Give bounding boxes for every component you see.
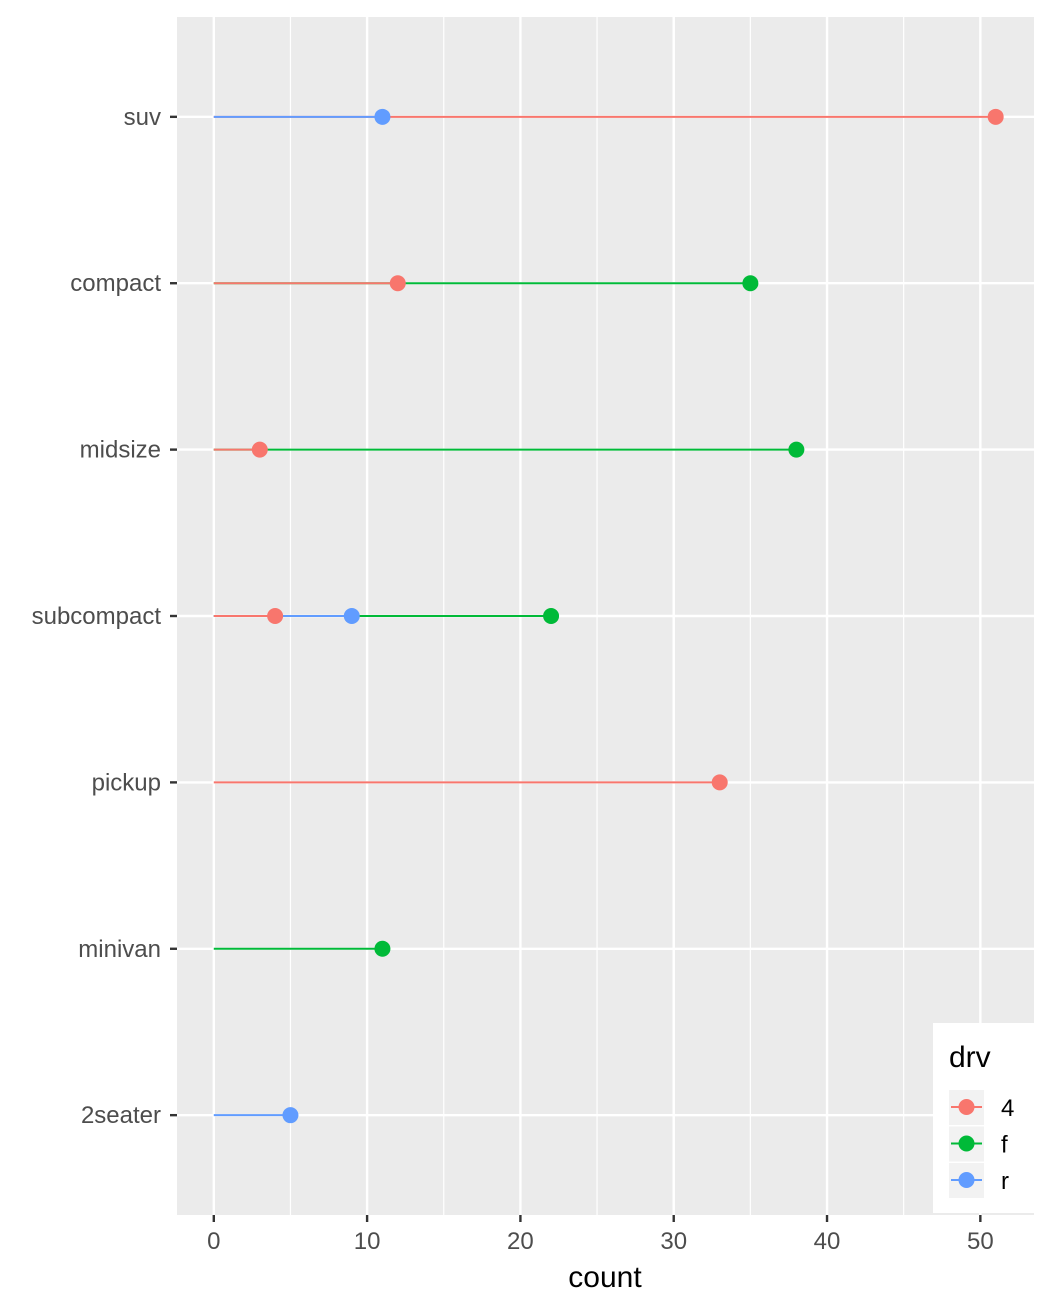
x-tick-label: 10 [354,1228,381,1255]
legend-label-f: f [1001,1132,1008,1159]
point-compact-f [742,275,759,292]
point-minivan-f [374,940,391,957]
x-tick-label: 50 [967,1228,994,1255]
lollipop-stems [213,115,996,1117]
axis-ticks [170,115,982,1222]
legend: drv 4 fr [933,1023,1034,1213]
point-midsize-4 [251,441,268,458]
point-suv-4 [987,108,1004,125]
x-tick-label: 20 [507,1228,534,1255]
x-tick-label: 40 [814,1228,841,1255]
point-suv-r [374,108,391,125]
x-tick-label: 0 [207,1228,220,1255]
legend-key-point [958,1172,975,1188]
legend-key-point [958,1099,975,1115]
point-subcompact-4 [267,608,284,624]
point-compact-4 [389,275,406,292]
legend-title: drv [949,1041,991,1074]
point-midsize-f [788,441,805,458]
y-tick-label-suv: suv [124,104,161,131]
point-subcompact-f [543,608,560,624]
y-axis-tick-labels: suv compact midsize subcompact pickup minivan… [32,104,162,1129]
legend-keys: 4 fr [949,1090,1014,1198]
y-tick-label-subcompact: subcompact [32,603,162,630]
point-2seater-r [282,1107,299,1124]
y-tick-label-compact: compact [70,270,161,297]
x-axis-tick-labels: 0 10 20 30 40 50 [207,1228,994,1255]
lollipop-points [251,108,1004,1124]
legend-label-r: r [1001,1168,1009,1195]
y-tick-label-midsize: midsize [80,437,161,464]
legend-key-point [958,1135,975,1152]
point-subcompact-r [343,608,360,624]
point-pickup-4 [711,774,728,791]
x-axis-title: count [568,1261,642,1294]
y-tick-label-minivan: minivan [78,936,161,963]
legend-label-4: 4 [1001,1095,1014,1122]
x-tick-label: 30 [660,1228,687,1255]
y-tick-label-2seater: 2seater [81,1102,161,1129]
y-tick-label-pickup: pickup [92,769,161,796]
